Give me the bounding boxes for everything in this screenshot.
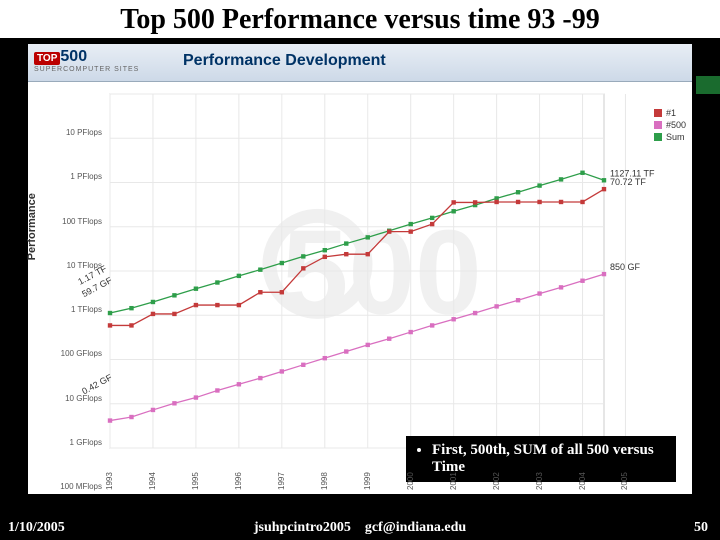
- legend-swatch: [654, 121, 662, 129]
- y-tick: 10 TFlops: [56, 261, 102, 270]
- footer: 1/10/2005 jsuhpcintro2005 gcf@indiana.ed…: [0, 520, 720, 536]
- legend: #1 #500 Sum: [654, 106, 686, 144]
- y-tick: 100 TFlops: [56, 217, 102, 226]
- x-tick: 2002: [492, 472, 501, 490]
- logo-subtitle: SUPERCOMPUTER SITES: [34, 66, 144, 73]
- logo-500-text: 500: [60, 48, 87, 66]
- decoration-tab: [696, 76, 720, 94]
- chart-title: Performance Development: [183, 52, 386, 70]
- x-tick: 1993: [105, 472, 114, 490]
- y-tick: 10 PFlops: [56, 128, 102, 137]
- x-tick: 2001: [449, 472, 458, 490]
- chart-svg: 5001127.11 TF70.72 TF850 GF1.17 TF59.7 G…: [28, 82, 692, 494]
- x-tick: 2004: [578, 472, 587, 490]
- x-tick: 2005: [620, 472, 629, 490]
- x-tick: 1994: [148, 472, 157, 490]
- x-tick: 2000: [406, 472, 415, 490]
- chart-header: TOP500 SUPERCOMPUTER SITES Performance D…: [28, 44, 692, 82]
- y-tick: 100 MFlops: [56, 482, 102, 491]
- x-tick: 1996: [234, 472, 243, 490]
- callout-text: First, 500th, SUM of all 500 versus Time: [432, 442, 666, 476]
- slide: Top 500 Performance versus time 93 -99 T…: [0, 0, 720, 540]
- plot-area: Performance 5001127.11 TF70.72 TF850 GF1…: [28, 82, 692, 494]
- footer-date: 1/10/2005: [8, 520, 65, 536]
- legend-item: #500: [654, 120, 686, 130]
- legend-label: Sum: [666, 132, 685, 142]
- top500-logo: TOP500 SUPERCOMPUTER SITES: [34, 48, 144, 76]
- svg-text:850 GF: 850 GF: [610, 262, 641, 272]
- footer-page: 50: [694, 520, 708, 536]
- legend-swatch: [654, 133, 662, 141]
- y-tick: 10 GFlops: [56, 394, 102, 403]
- y-tick: 1 TFlops: [56, 305, 102, 314]
- x-tick: 1999: [363, 472, 372, 490]
- legend-label: #500: [666, 120, 686, 130]
- svg-text:70.72 TF: 70.72 TF: [610, 177, 646, 187]
- legend-item: #1: [654, 108, 686, 118]
- y-tick: 1 GFlops: [56, 438, 102, 447]
- x-tick: 2003: [535, 472, 544, 490]
- slide-title: Top 500 Performance versus time 93 -99: [0, 0, 720, 41]
- y-tick: 1 PFlops: [56, 172, 102, 181]
- x-tick: 1995: [191, 472, 200, 490]
- logo-top-text: TOP: [34, 52, 60, 65]
- footer-center: jsuhpcintro2005: [254, 520, 351, 535]
- legend-item: Sum: [654, 132, 686, 142]
- footer-email: gcf@indiana.edu: [365, 520, 466, 535]
- x-tick: 1997: [277, 472, 286, 490]
- legend-label: #1: [666, 108, 676, 118]
- x-tick: 1998: [320, 472, 329, 490]
- legend-swatch: [654, 109, 662, 117]
- y-tick: 100 GFlops: [56, 349, 102, 358]
- chart-container: TOP500 SUPERCOMPUTER SITES Performance D…: [28, 44, 692, 494]
